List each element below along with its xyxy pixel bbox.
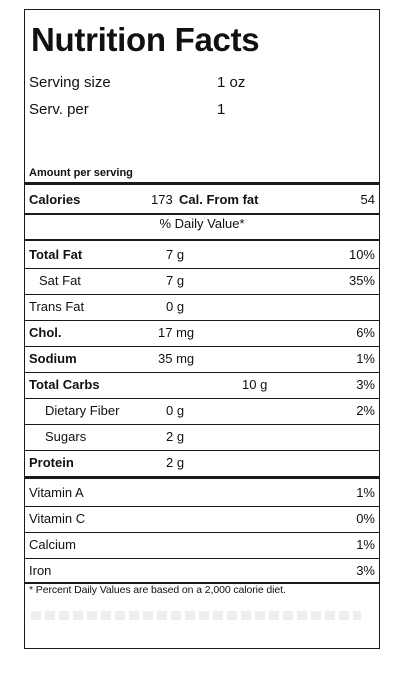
calories-from-fat-label: Cal. From fat (179, 192, 259, 207)
row-divider (25, 346, 379, 347)
vitamin-row-iron: Iron 3% (25, 559, 379, 584)
nutrient-label: Sat Fat (39, 273, 81, 288)
nutrient-amount: 35 mg (158, 351, 195, 366)
label-title: Nutrition Facts (31, 21, 260, 58)
calories-label: Calories (29, 192, 81, 207)
nutrient-row-dietary-fiber: Dietary Fiber 0 g 2% (25, 399, 379, 424)
nutrient-amount: 17 mg (158, 325, 195, 340)
calories-from-fat-value: 54 (360, 192, 375, 207)
calories-row: Calories 173 Cal. From fat 54 (25, 188, 379, 213)
row-divider (25, 398, 379, 399)
nutrient-row-sat-fat: Sat Fat 7 g 35% (25, 269, 379, 294)
vitamin-row-c: Vitamin C 0% (25, 507, 379, 532)
nutrient-dv: 10% (348, 247, 375, 262)
divider (25, 213, 379, 215)
vitamin-label: Vitamin C (29, 511, 86, 526)
nutrient-label: Protein (29, 455, 74, 470)
row-divider (25, 320, 379, 321)
footnote: * Percent Daily Values are based on a 2,… (29, 584, 286, 596)
serving-size-label: Serving size (29, 74, 111, 91)
nutrient-row-total-fat: Total Fat 7 g 10% (25, 243, 379, 268)
nutrient-amount: 0 g (166, 403, 185, 418)
divider-thick (25, 182, 379, 185)
row-divider (25, 372, 379, 373)
nutrient-label: Chol. (29, 325, 62, 340)
row-divider (25, 268, 379, 269)
nutrient-row-sugars: Sugars 2 g (25, 425, 379, 450)
vitamin-dv: 0% (356, 511, 375, 526)
servings-per-label: Serv. per (29, 101, 89, 118)
nutrient-amount: 2 g (166, 455, 185, 470)
serving-size-value: 1 oz (217, 74, 246, 91)
faded-text-strip (31, 611, 361, 620)
vitamin-label: Calcium (29, 537, 76, 552)
nutrient-dv: 6% (356, 325, 375, 340)
nutrient-label: Sugars (45, 429, 87, 444)
nutrient-amount: 0 g (166, 299, 185, 314)
vitamin-dv: 3% (356, 563, 375, 578)
nutrient-label: Trans Fat (29, 299, 85, 314)
nutrient-amount: 7 g (166, 247, 185, 262)
vitamin-dv: 1% (356, 537, 375, 552)
nutrient-dv: 35% (348, 273, 375, 288)
nutrient-amount: 10 g (242, 377, 268, 392)
vitamin-row-a: Vitamin A 1% (25, 481, 379, 506)
vitamin-row-calcium: Calcium 1% (25, 533, 379, 558)
nutrient-row-trans-fat: Trans Fat 0 g (25, 295, 379, 320)
nutrient-dv: 3% (356, 377, 375, 392)
nutrient-label: Dietary Fiber (45, 403, 120, 418)
vitamin-dv: 1% (356, 485, 375, 500)
nutrient-label: Sodium (29, 351, 77, 366)
divider-thick (25, 476, 379, 479)
nutrient-dv: 1% (356, 351, 375, 366)
nutrient-row-total-carbs: Total Carbs 10 g 3% (25, 373, 379, 398)
nutrient-label: Total Fat (29, 247, 83, 262)
nutrient-amount: 7 g (166, 273, 185, 288)
nutrient-amount: 2 g (166, 429, 185, 444)
row-divider (25, 558, 379, 559)
nutrient-row-cholesterol: Chol. 17 mg 6% (25, 321, 379, 346)
row-divider (25, 294, 379, 295)
nutrition-label: Nutrition Facts Serving size 1 oz Serv. … (24, 9, 380, 649)
vitamin-label: Vitamin A (29, 485, 84, 500)
row-divider (25, 450, 379, 451)
daily-value-header: % Daily Value* (159, 216, 245, 231)
nutrient-row-protein: Protein 2 g (25, 451, 379, 476)
row-divider (25, 424, 379, 425)
row-divider (25, 506, 379, 507)
divider (25, 239, 379, 241)
vitamin-label: Iron (29, 563, 52, 578)
nutrient-row-sodium: Sodium 35 mg 1% (25, 347, 379, 372)
row-divider (25, 532, 379, 533)
servings-per-value: 1 (217, 101, 226, 118)
divider (25, 582, 379, 584)
calories-value: 173 (151, 192, 173, 207)
nutrient-label: Total Carbs (29, 377, 100, 392)
nutrient-dv: 2% (356, 403, 375, 418)
amount-per-serving: Amount per serving (29, 167, 133, 179)
